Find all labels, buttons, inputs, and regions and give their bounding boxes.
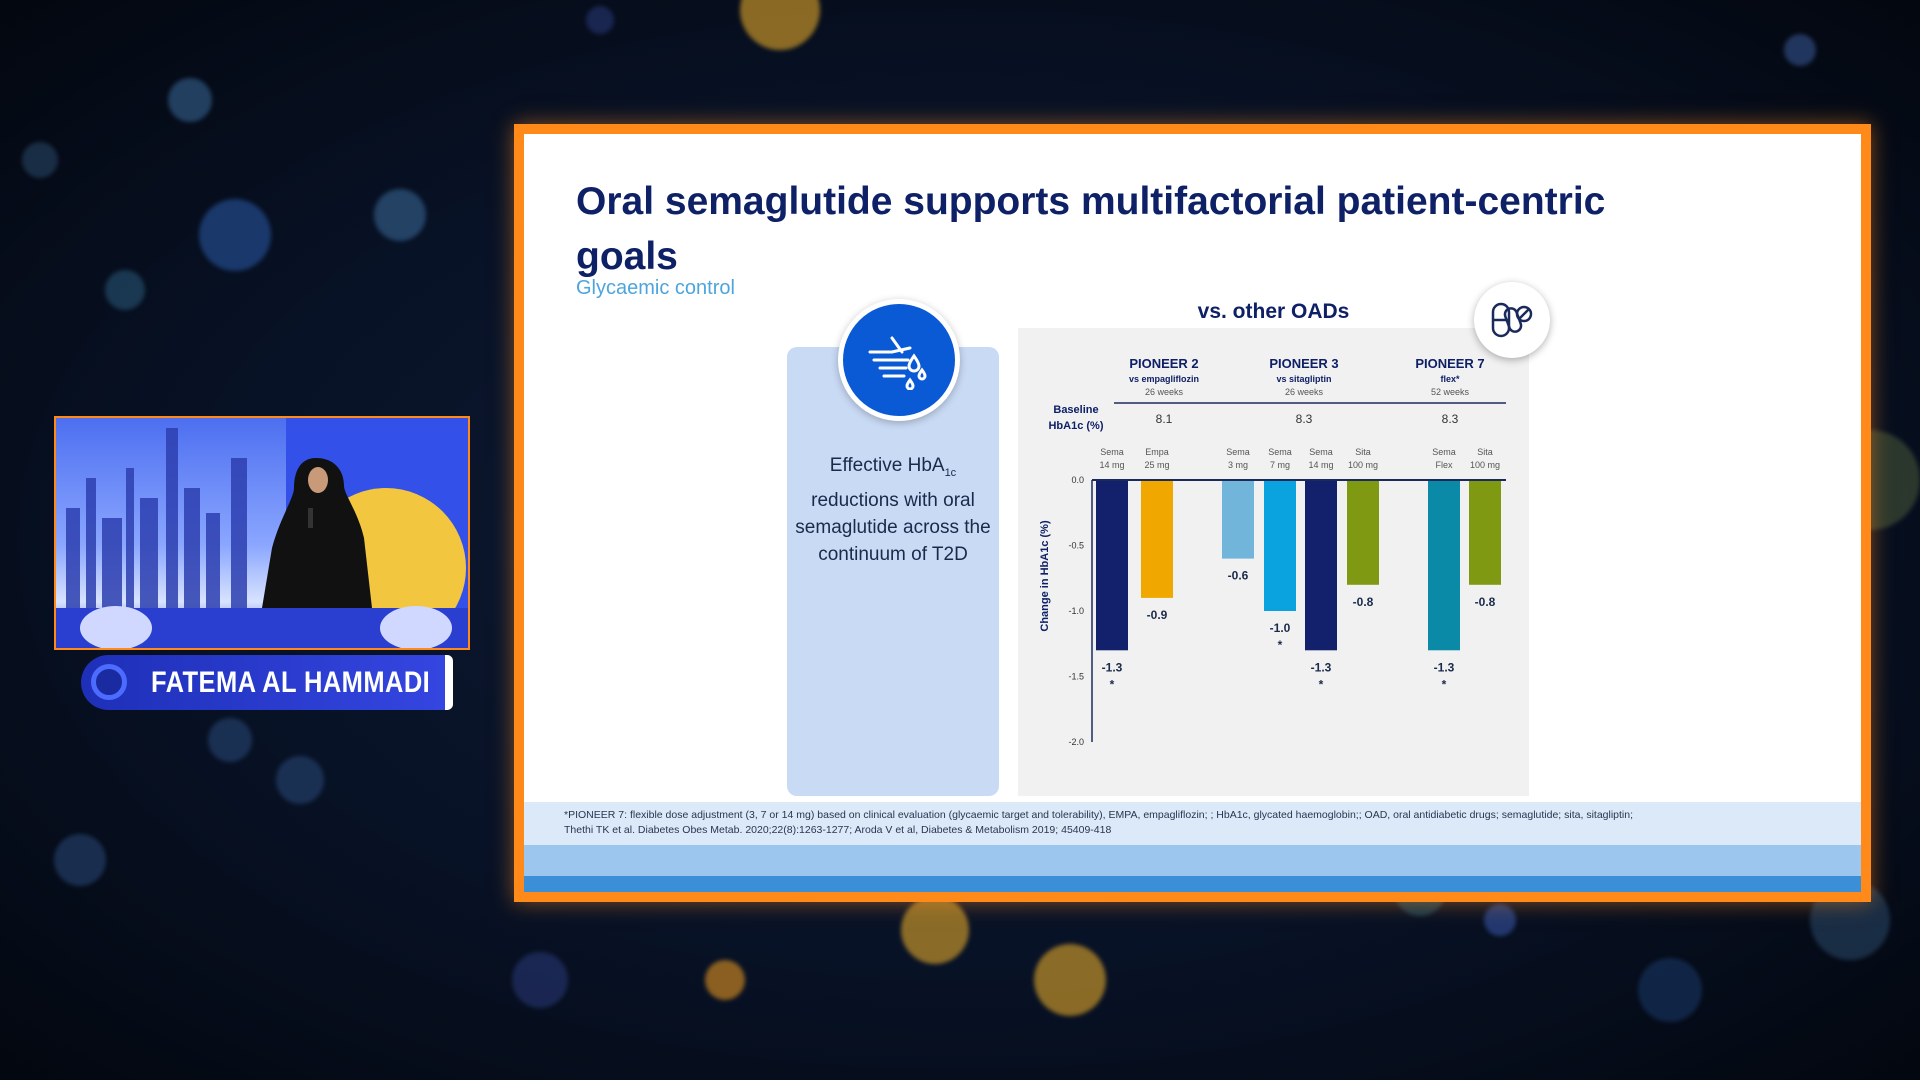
footnote-line: Thethi TK et al. Diabetes Obes Metab. 20…	[564, 824, 1112, 836]
bokeh-light	[1484, 904, 1516, 936]
slide: Oral semaglutide supports multifactorial…	[524, 134, 1861, 892]
bokeh-light	[740, 0, 820, 50]
group-baseline: 8.3	[1442, 412, 1459, 426]
hba1c-bar-chart: PIONEER 2 vs empagliflozin 26 weeks 8.1 PION…	[1039, 356, 1506, 747]
bar-value-label: -1.0	[1270, 621, 1291, 635]
bar-category-label: Sema	[1100, 447, 1124, 457]
bar-category-label: Sema	[1432, 447, 1456, 457]
bar-value-label: -0.8	[1353, 595, 1374, 609]
y-axis-title: Change in HbA1c (%)	[1039, 520, 1051, 632]
bokeh-light	[199, 199, 271, 271]
bokeh-light	[22, 142, 58, 178]
bar-value-label: -0.8	[1475, 595, 1496, 609]
footer-band	[524, 845, 1861, 876]
bar-category-label: Sema	[1226, 447, 1250, 457]
significance-marker: *	[1110, 677, 1115, 691]
group-duration: 26 weeks	[1145, 387, 1184, 397]
card-text-part: Effective HbA	[829, 455, 945, 476]
bokeh-light	[901, 896, 969, 964]
significance-marker: *	[1278, 638, 1283, 652]
footnote-line: *PIONEER 7: flexible dose adjustment (3,…	[564, 809, 1634, 821]
bokeh-light	[705, 960, 745, 1000]
bar-category-label: 7 mg	[1270, 460, 1290, 470]
bokeh-light	[586, 6, 614, 34]
group-title: PIONEER 3	[1269, 356, 1338, 371]
speaker-name-lower-third: FATEMA AL HAMMADI	[81, 655, 453, 710]
group-title: PIONEER 7	[1415, 356, 1484, 371]
bokeh-light	[1638, 958, 1702, 1022]
pills-icon	[1474, 282, 1550, 358]
group-duration: 52 weeks	[1431, 387, 1470, 397]
bar-value-label: -1.3	[1311, 660, 1332, 674]
speaker-video-scene	[56, 418, 468, 648]
presentation-slide-frame: Oral semaglutide supports multifactorial…	[514, 124, 1871, 902]
y-tick-label: -2.0	[1068, 737, 1084, 747]
bar-value-label: -0.9	[1147, 608, 1168, 622]
bar-value-label: -1.3	[1434, 660, 1455, 674]
footer-band-dark	[524, 876, 1861, 892]
bar	[1264, 480, 1296, 611]
bar	[1347, 480, 1379, 585]
bokeh-light	[168, 78, 212, 122]
card-description: Effective HbA1c reductions with oral sem…	[787, 452, 999, 568]
bar-category-label: Sema	[1268, 447, 1292, 457]
group-title: PIONEER 2	[1129, 356, 1198, 371]
speaker-name: FATEMA AL HAMMADI	[151, 665, 431, 699]
group-baseline: 8.3	[1296, 412, 1313, 426]
group-baseline: 8.1	[1156, 412, 1173, 426]
group-comparator: vs sitagliptin	[1276, 374, 1331, 384]
bar	[1222, 480, 1254, 559]
bar-value-label: -0.6	[1228, 569, 1249, 583]
bar-category-label: Flex	[1435, 460, 1453, 470]
info-card	[787, 347, 999, 796]
bar-category-label: 100 mg	[1348, 460, 1378, 470]
bar-value-label: -1.3	[1102, 660, 1123, 674]
bokeh-light	[1034, 944, 1106, 1016]
y-tick-label: 0.0	[1071, 475, 1084, 485]
bokeh-light	[208, 718, 252, 762]
group-comparator: vs empagliflozin	[1129, 374, 1199, 384]
bar	[1469, 480, 1501, 585]
y-tick-label: -0.5	[1068, 541, 1084, 551]
bar-category-label: Empa	[1145, 447, 1169, 457]
bokeh-light	[512, 952, 568, 1008]
bar-category-label: 14 mg	[1308, 460, 1333, 470]
footnotes: *PIONEER 7: flexible dose adjustment (3,…	[524, 802, 1861, 845]
hand-drop-icon	[838, 299, 960, 421]
speaker-video	[54, 416, 470, 650]
bokeh-light	[1784, 34, 1816, 66]
bar	[1305, 480, 1337, 651]
bar-category-label: 3 mg	[1228, 460, 1248, 470]
y-tick-label: -1.5	[1068, 672, 1084, 682]
bar-category-label: Sema	[1309, 447, 1333, 457]
significance-marker: *	[1319, 677, 1324, 691]
baseline-label: HbA1c (%)	[1048, 420, 1103, 432]
bokeh-light	[54, 834, 106, 886]
baseline-label: Baseline	[1053, 404, 1098, 416]
card-text-part: reductions with oral semaglutide across …	[795, 489, 991, 565]
bokeh-light	[276, 756, 324, 804]
group-comparator: flex*	[1440, 374, 1460, 384]
y-tick-label: -1.0	[1068, 606, 1084, 616]
record-dot-icon	[91, 664, 127, 700]
bar-category-label: Sita	[1477, 447, 1493, 457]
bar	[1096, 480, 1128, 651]
bokeh-light	[105, 270, 145, 310]
bokeh-light	[374, 189, 426, 241]
chart-panel-title: vs. other OADs	[1197, 300, 1350, 323]
slide-title: Oral semaglutide supports multifactorial…	[576, 180, 1606, 278]
bar-category-label: 100 mg	[1470, 460, 1500, 470]
bar	[1428, 480, 1460, 651]
bar-category-label: 25 mg	[1144, 460, 1169, 470]
group-duration: 26 weeks	[1285, 387, 1324, 397]
bar	[1141, 480, 1173, 598]
slide-subtitle: Glycaemic control	[576, 277, 735, 299]
bar-category-label: Sita	[1355, 447, 1371, 457]
significance-marker: *	[1442, 677, 1447, 691]
card-text-subscript: 1c	[944, 466, 957, 479]
bar-category-label: 14 mg	[1099, 460, 1124, 470]
